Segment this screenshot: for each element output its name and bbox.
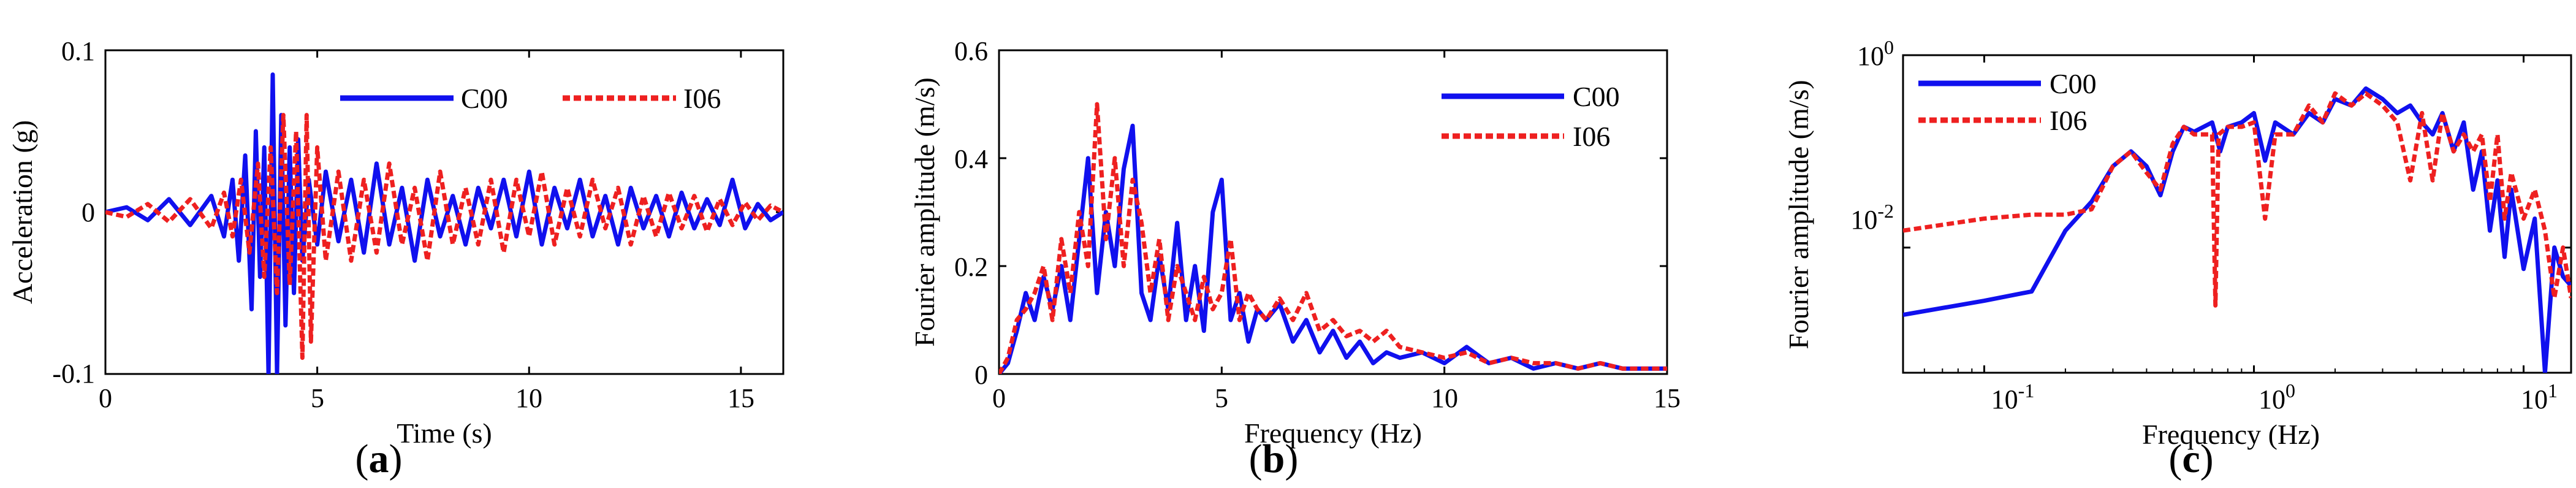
panel-label-a: (a) bbox=[355, 437, 403, 481]
panel-b-ytick-label: 0.2 bbox=[954, 252, 988, 282]
panel-a-xtick-label: 5 bbox=[311, 383, 324, 413]
panel-b-xtick-label: 5 bbox=[1215, 383, 1228, 413]
panel-b-frame bbox=[998, 49, 1668, 375]
legend-label-c00: C00 bbox=[1573, 81, 1620, 112]
panel-a-ytick-label: 0.1 bbox=[61, 36, 95, 66]
legend-label-i06: I06 bbox=[2050, 105, 2087, 136]
panel-b-ticks bbox=[998, 49, 1668, 375]
panel-c-ytick-label: 10-2 bbox=[1850, 200, 1894, 235]
panel-b-xlabel: Frequency (Hz) bbox=[1244, 417, 1422, 449]
panel-c-xlabel: Frequency (Hz) bbox=[2142, 419, 2320, 450]
series-line-c00 bbox=[1903, 86, 2571, 373]
panel-a: 0.1 0 -0.1 0 5 10 15 Time (s) Accelerati… bbox=[7, 36, 785, 481]
panel-b-legend: C00 I06 bbox=[1442, 81, 1620, 152]
panel-c-xtick-label: 10-1 bbox=[1991, 379, 2035, 414]
panel-c-frame bbox=[1902, 54, 2572, 374]
series-line-i06 bbox=[105, 113, 783, 360]
legend-label-i06: I06 bbox=[1573, 121, 1610, 152]
legend-label-c00: C00 bbox=[461, 83, 508, 114]
panel-c-legend: C00 I06 bbox=[1918, 68, 2097, 136]
legend-label-i06: I06 bbox=[683, 83, 721, 114]
panel-a-ytick-label: -0.1 bbox=[52, 359, 95, 389]
panel-label-c: (c) bbox=[2168, 437, 2213, 481]
panel-a-ytick-label: 0 bbox=[82, 197, 95, 227]
series-line-i06 bbox=[1903, 91, 2571, 308]
panel-c-ticks bbox=[1902, 54, 2571, 373]
panel-a-xtick-label: 15 bbox=[728, 383, 754, 413]
panel-label-b: (b) bbox=[1249, 437, 1299, 481]
panel-b-ytick-label: 0.4 bbox=[954, 144, 988, 174]
panel-c-xtick-label: 100 bbox=[2259, 379, 2295, 414]
panel-a-xtick-label: 0 bbox=[99, 383, 112, 413]
panel-a-ylabel: Acceleration (g) bbox=[7, 120, 38, 304]
panel-b-xtick-label: 10 bbox=[1431, 383, 1458, 413]
panel-c-ylabel: Fourier amplitude (m/s) bbox=[1783, 80, 1814, 349]
panel-a-plot-area bbox=[105, 72, 783, 374]
panel-a-xtick-label: 10 bbox=[515, 383, 542, 413]
panel-b-ytick-label: 0.6 bbox=[954, 36, 988, 66]
panel-b-xtick-label: 15 bbox=[1654, 383, 1681, 413]
panel-c-xtick-label: 101 bbox=[2521, 379, 2558, 414]
series-line-i06 bbox=[999, 102, 1667, 374]
series-line-c00 bbox=[999, 123, 1667, 374]
panel-b-xtick-label: 0 bbox=[992, 383, 1006, 413]
panel-c-plot-area bbox=[1903, 86, 2571, 373]
panel-c: 100 10-2 10-1 100 101 Frequency (Hz) Fou… bbox=[1783, 36, 2572, 481]
panel-a-legend: C00 I06 bbox=[340, 83, 721, 114]
panel-b-ytick-label: 0 bbox=[975, 360, 988, 390]
legend-label-c00: C00 bbox=[2050, 68, 2097, 99]
panel-b-ylabel: Fourier amplitude (m/s) bbox=[909, 77, 940, 346]
panel-a-xlabel: Time (s) bbox=[397, 417, 492, 449]
panel-c-ytick-label: 100 bbox=[1857, 36, 1894, 71]
panel-b: 0.6 0.4 0.2 0 0 5 10 15 Frequency (Hz) F… bbox=[909, 36, 1681, 481]
panel-b-plot-area bbox=[999, 102, 1667, 374]
